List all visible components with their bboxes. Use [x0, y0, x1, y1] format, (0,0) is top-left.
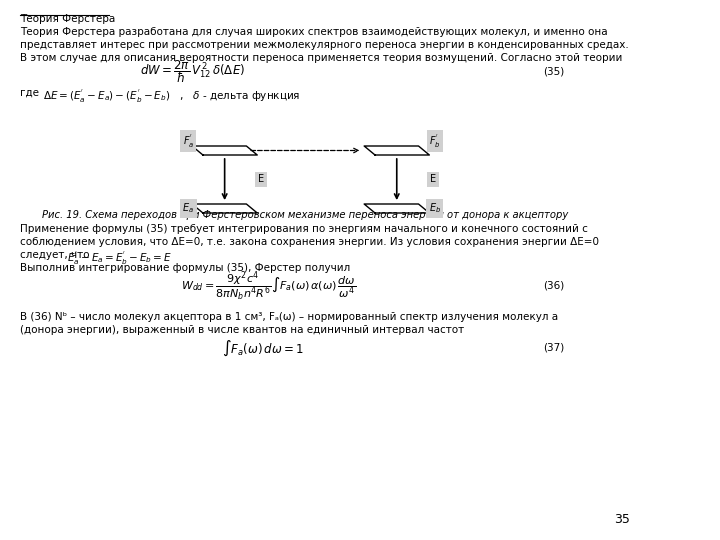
Text: В (36) Nᵇ – число молекул акцептора в 1 см³, Fₐ(ω) – нормированный спектр излуче: В (36) Nᵇ – число молекул акцептора в 1 …: [20, 312, 558, 322]
Text: (36): (36): [544, 281, 564, 291]
Polygon shape: [192, 146, 257, 155]
Text: следует, что: следует, что: [20, 250, 96, 260]
Text: (37): (37): [544, 343, 564, 353]
Text: $E_b$: $E_b$: [428, 201, 441, 215]
Text: $\int F_a(\omega)\,d\omega = 1$: $\int F_a(\omega)\,d\omega = 1$: [222, 339, 304, 357]
Polygon shape: [364, 146, 429, 155]
Polygon shape: [192, 204, 257, 213]
Text: В этом случае для описания вероятности переноса применяется теория возмущений. С: В этом случае для описания вероятности п…: [20, 53, 622, 63]
Text: (35): (35): [544, 67, 564, 77]
Text: $W_{dd} = \dfrac{9\chi^2 c^4}{8\pi N_b n^4 R^6} \int F_a(\omega)\,\alpha(\omega): $W_{dd} = \dfrac{9\chi^2 c^4}{8\pi N_b n…: [181, 269, 356, 303]
Text: представляет интерес при рассмотрении межмолекулярного переноса энергии в конден: представляет интерес при рассмотрении ме…: [20, 40, 629, 50]
Text: (донора энергии), выраженный в числе квантов на единичный интервал частот: (донора энергии), выраженный в числе ква…: [20, 325, 464, 335]
Text: $F_b^{'}$: $F_b^{'}$: [429, 132, 441, 150]
Text: Выполнив интегрирование формулы (35), Ферстер получил: Выполнив интегрирование формулы (35), Фе…: [20, 263, 350, 273]
Text: соблюдением условия, что ΔE=0, т.е. закона сохранения энергии. Из условия сохран: соблюдением условия, что ΔE=0, т.е. зако…: [20, 237, 599, 247]
Text: Теория Ферстера: Теория Ферстера: [20, 14, 115, 24]
Polygon shape: [364, 204, 429, 213]
Text: E: E: [258, 174, 264, 185]
Text: Теория Ферстера разработана для случая широких спектров взаимодействующих молеку: Теория Ферстера разработана для случая ш…: [20, 27, 608, 37]
Text: где: где: [20, 88, 45, 98]
Text: 35: 35: [613, 513, 629, 526]
Text: $\Delta E = (E_a^{'} - E_a) - (E_b^{'} - E_b)$   ,   $\delta$ - дельта функция: $\Delta E = (E_a^{'} - E_a) - (E_b^{'} -…: [43, 88, 301, 105]
Text: $E_a$: $E_a$: [182, 201, 194, 215]
Text: Применение формулы (35) требует интегрирования по энергиям начального и конечног: Применение формулы (35) требует интегрир…: [20, 224, 588, 234]
Text: $E_a^{'} - E_a = E_b^{'} - E_b = E$: $E_a^{'} - E_a = E_b^{'} - E_b = E$: [67, 250, 172, 267]
Text: $F_a^{'}$: $F_a^{'}$: [183, 132, 194, 150]
Text: $dW = \dfrac{2\pi}{\hbar}\, V_{12}^{\,2}\, \delta(\Delta E)$: $dW = \dfrac{2\pi}{\hbar}\, V_{12}^{\,2}…: [140, 59, 246, 85]
Text: E: E: [430, 174, 436, 185]
Text: Рис. 19. Схема переходов при Ферстеровском механизме переноса энергии от донора : Рис. 19. Схема переходов при Ферстеровск…: [42, 210, 568, 220]
